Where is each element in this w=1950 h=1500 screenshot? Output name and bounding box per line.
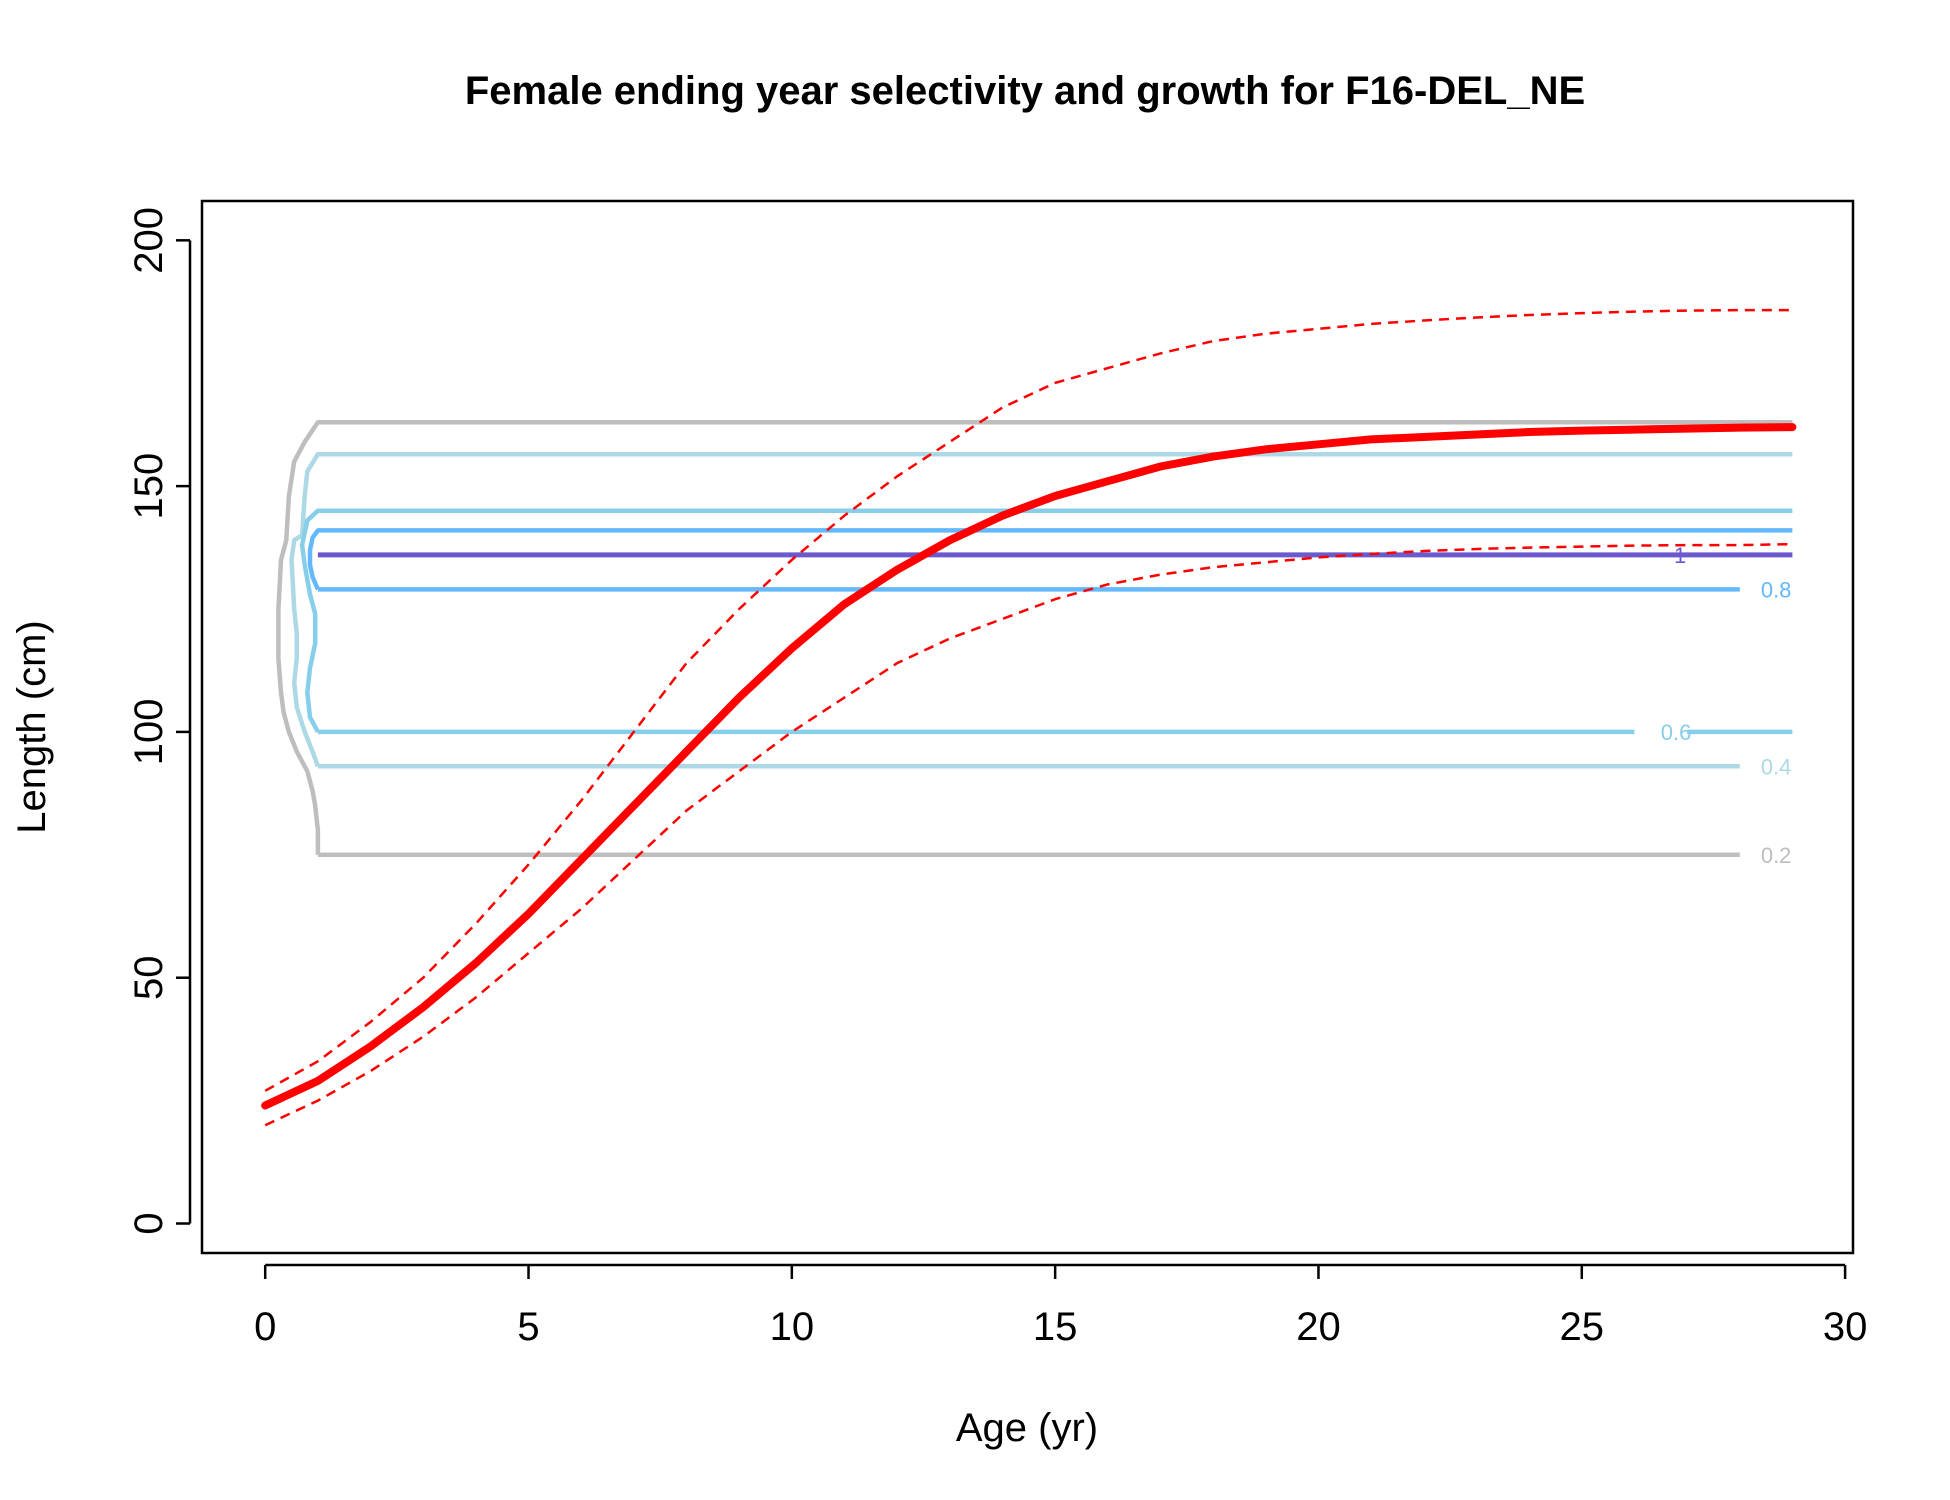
x-axis: 0 5 10 15 20 25 30 xyxy=(254,1263,1868,1349)
x-tick-label: 10 xyxy=(770,1305,815,1349)
x-tick-label: 5 xyxy=(517,1305,539,1349)
chart-title: Female ending year selectivity and growt… xyxy=(465,69,1585,113)
y-tick-label: 50 xyxy=(127,955,171,1000)
contour-layer: 0.2 0.4 0.6 0.8 1 xyxy=(276,419,1793,868)
growth-lower-ci-line xyxy=(264,542,1793,1127)
y-axis: 0 50 100 150 200 xyxy=(127,207,192,1235)
growth-mean-line xyxy=(261,423,1797,1110)
plot-frame xyxy=(200,199,1855,1255)
x-tick-label: 20 xyxy=(1296,1305,1341,1349)
contour-line-0-2 xyxy=(276,419,1793,858)
contour-label: 0.6 xyxy=(1661,720,1692,745)
x-tick-label: 0 xyxy=(254,1305,276,1349)
contour-label: 1 xyxy=(1674,543,1686,568)
growth-upper-ci-line xyxy=(264,308,1793,1092)
contour-label: 0.4 xyxy=(1761,754,1792,779)
y-tick-label: 150 xyxy=(127,453,171,520)
x-tick-label: 30 xyxy=(1823,1305,1868,1349)
y-tick-label: 200 xyxy=(127,207,171,274)
contour-label: 0.2 xyxy=(1761,843,1792,868)
contour-label: 0.8 xyxy=(1761,577,1792,602)
x-tick-label: 25 xyxy=(1560,1305,1605,1349)
growth-layer xyxy=(261,308,1797,1127)
y-axis-title: Length (cm) xyxy=(10,620,54,833)
contour-line-0-8 xyxy=(307,528,1793,592)
x-axis-title: Age (yr) xyxy=(956,1406,1098,1450)
contour-line-0-4 xyxy=(289,451,1793,769)
contour-line-0-6 xyxy=(299,508,1793,735)
y-tick-label: 0 xyxy=(127,1212,171,1234)
y-tick-label: 100 xyxy=(127,699,171,766)
x-tick-label: 15 xyxy=(1033,1305,1078,1349)
